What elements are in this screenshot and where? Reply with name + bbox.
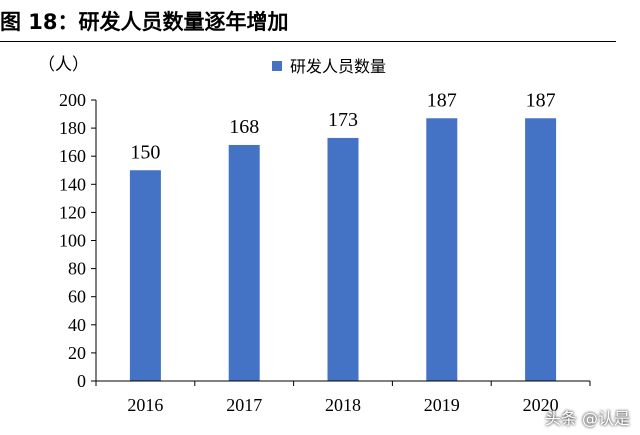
- y-tick-label: 160: [59, 146, 86, 166]
- legend: 研发人员数量: [272, 57, 386, 76]
- bars: [129, 118, 557, 381]
- bar-2018: [327, 137, 359, 381]
- y-tick-label: 180: [59, 118, 86, 138]
- y-tick-label: 200: [59, 90, 86, 110]
- data-label-2017: 168: [229, 116, 259, 138]
- watermark: 头条 @认是: [544, 409, 630, 428]
- bar-2020: [525, 118, 557, 381]
- x-tick-label-2017: 2017: [226, 395, 262, 415]
- x-axis: 2016 2017 2018 2019 2020: [95, 380, 591, 415]
- bar-2017: [228, 144, 260, 381]
- y-tick-label: 80: [68, 259, 86, 279]
- y-tick-label: 140: [59, 174, 86, 194]
- x-tick-label-2018: 2018: [325, 395, 361, 415]
- x-tick-label-2020: 2020: [523, 395, 559, 415]
- y-tick-label: 60: [68, 287, 86, 307]
- data-labels: 150 168 173 187 187: [130, 89, 555, 163]
- x-tick-label-2019: 2019: [424, 395, 460, 415]
- title-divider: [0, 41, 616, 42]
- data-label-2019: 187: [427, 89, 457, 111]
- y-axis: 0 20 40 60 80 100 120 140 160 180 200: [59, 90, 97, 391]
- y-tick-label: 120: [59, 202, 86, 222]
- y-tick-label: 100: [59, 231, 86, 251]
- y-axis-unit-label: （人）: [38, 55, 89, 75]
- y-tick-label: 40: [68, 315, 86, 335]
- x-tick-label-2016: 2016: [127, 395, 163, 415]
- legend-swatch: [272, 61, 282, 71]
- legend-label: 研发人员数量: [290, 57, 386, 76]
- figure-title: 图 18：研发人员数量逐年增加: [0, 10, 289, 34]
- data-label-2016: 150: [130, 141, 160, 163]
- bar-2016: [129, 170, 161, 381]
- bar-2019: [426, 118, 458, 381]
- data-label-2018: 173: [328, 109, 358, 131]
- y-tick-label: 0: [77, 371, 86, 391]
- y-tick-label: 20: [68, 343, 86, 363]
- data-label-2020: 187: [526, 89, 556, 111]
